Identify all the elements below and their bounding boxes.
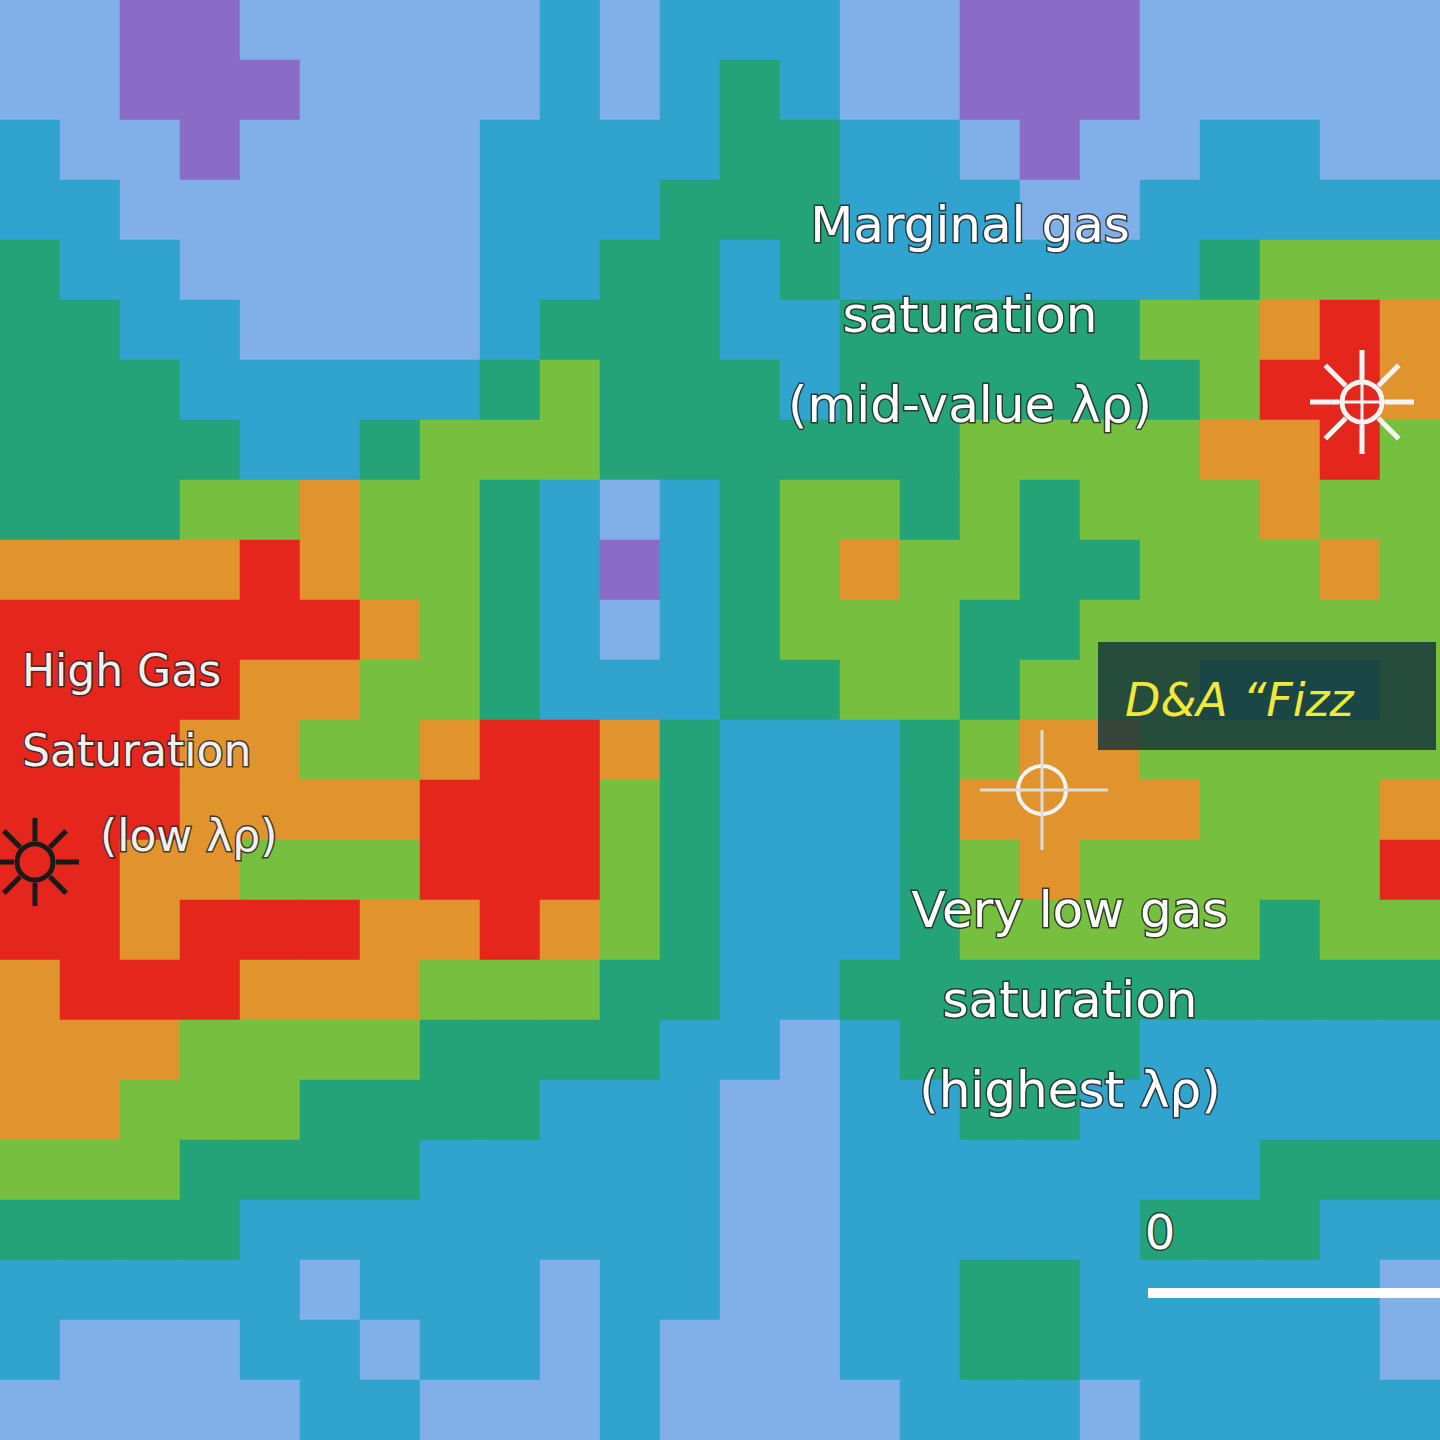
- svg-text:(mid-value λρ): (mid-value λρ): [788, 376, 1152, 434]
- svg-text:(highest λρ): (highest λρ): [919, 1061, 1221, 1119]
- svg-text:Very low gas: Very low gas: [912, 881, 1229, 939]
- svg-text:High Gas: High Gas: [22, 645, 221, 696]
- svg-text:Saturation: Saturation: [22, 725, 251, 776]
- svg-text:saturation: saturation: [943, 971, 1198, 1029]
- svg-text:0: 0: [1145, 1204, 1176, 1260]
- svg-text:D&A “Fizz: D&A “Fizz: [1125, 673, 1355, 727]
- svg-text:Marginal gas: Marginal gas: [810, 196, 1130, 254]
- svg-text:saturation: saturation: [843, 286, 1098, 344]
- svg-text:(low λρ): (low λρ): [100, 810, 277, 861]
